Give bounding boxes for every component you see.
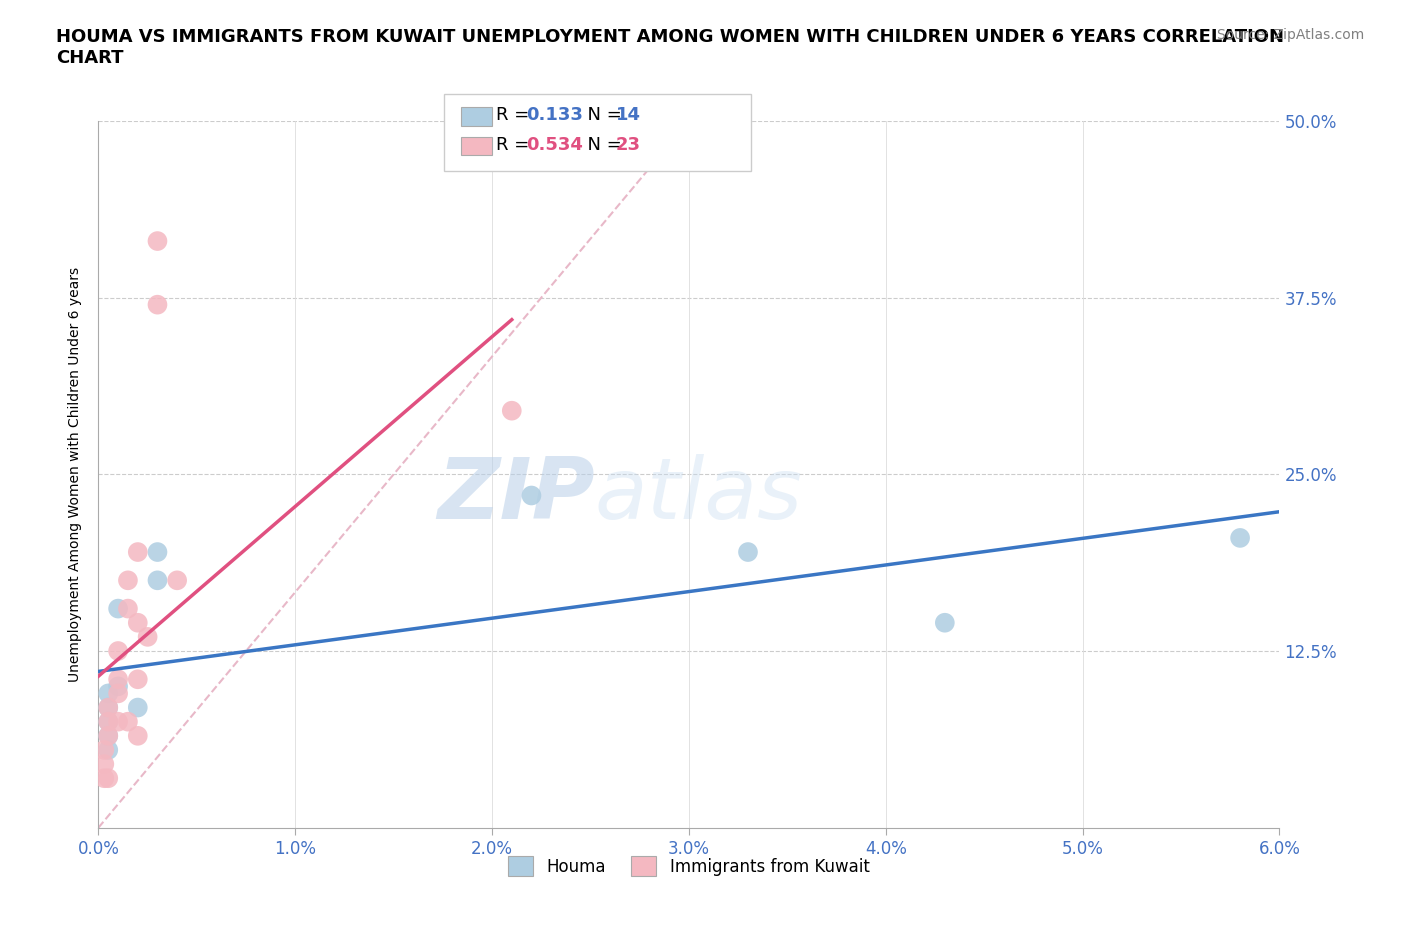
Point <box>93 742 115 757</box>
Point <box>127 545 149 560</box>
Point <box>520 488 543 503</box>
Point <box>97 686 120 701</box>
Point <box>97 728 120 743</box>
Point <box>117 573 139 588</box>
Text: N =: N = <box>576 106 628 125</box>
Point <box>117 601 139 616</box>
Text: HOUMA VS IMMIGRANTS FROM KUWAIT UNEMPLOYMENT AMONG WOMEN WITH CHILDREN UNDER 6 Y: HOUMA VS IMMIGRANTS FROM KUWAIT UNEMPLOY… <box>56 28 1284 67</box>
Point <box>97 714 120 729</box>
Point <box>93 771 115 786</box>
Y-axis label: Unemployment Among Women with Children Under 6 years: Unemployment Among Women with Children U… <box>69 267 83 682</box>
Point <box>97 700 120 715</box>
Point <box>107 679 129 694</box>
Point <box>1229 530 1251 545</box>
Point <box>934 616 956 631</box>
Point <box>136 630 159 644</box>
Text: R =: R = <box>496 106 536 125</box>
Point <box>146 298 169 312</box>
Text: 0.534: 0.534 <box>526 136 582 154</box>
Point <box>107 686 129 701</box>
Point <box>166 573 188 588</box>
Point <box>97 771 120 786</box>
Point <box>146 573 169 588</box>
Text: 0.133: 0.133 <box>526 106 582 125</box>
Legend: Houma, Immigrants from Kuwait: Houma, Immigrants from Kuwait <box>502 849 876 883</box>
Text: R =: R = <box>496 136 536 154</box>
Point <box>97 714 120 729</box>
Point <box>107 671 129 686</box>
Text: 23: 23 <box>616 136 641 154</box>
Point <box>127 700 149 715</box>
Point <box>127 671 149 686</box>
Point <box>107 601 129 616</box>
Text: 14: 14 <box>616 106 641 125</box>
Point <box>97 700 120 715</box>
Point <box>107 644 129 658</box>
Text: Source: ZipAtlas.com: Source: ZipAtlas.com <box>1216 28 1364 42</box>
Point <box>127 728 149 743</box>
Point <box>117 714 139 729</box>
Point <box>97 742 120 757</box>
Text: atlas: atlas <box>595 454 803 537</box>
Point <box>146 545 169 560</box>
Text: ZIP: ZIP <box>437 454 595 537</box>
Point <box>93 757 115 772</box>
Point <box>737 545 759 560</box>
Point <box>97 728 120 743</box>
Point <box>127 616 149 631</box>
Point <box>146 233 169 248</box>
Point <box>501 404 523 418</box>
Point <box>107 714 129 729</box>
Text: N =: N = <box>576 136 628 154</box>
